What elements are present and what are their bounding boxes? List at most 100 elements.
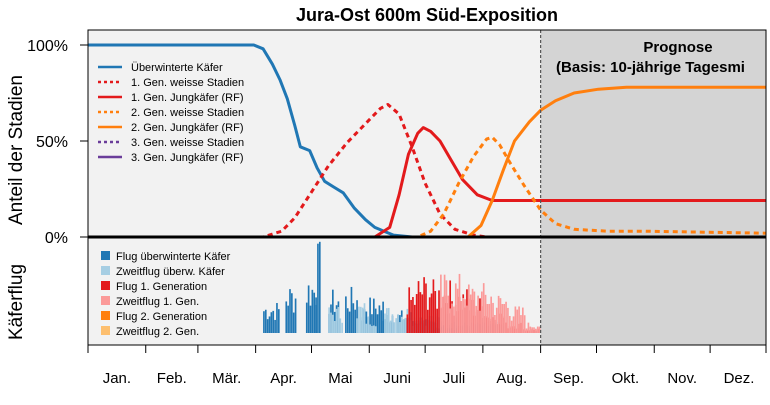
flight-bar [432,279,435,333]
flight-bar [361,307,364,333]
month-label: Aug. [496,370,527,387]
flight-bar [523,315,526,333]
flight-bar [449,308,452,333]
flight-bar [469,294,472,333]
flight-bar [386,308,388,333]
flight-bar [378,305,381,333]
flight-bar [274,319,276,333]
series-line [88,43,413,239]
series-line [88,126,766,239]
series-line [88,103,487,239]
month-label: Mai [328,370,352,387]
flight-bar [462,297,465,333]
flight-bar [413,304,416,333]
flight-bar [315,297,317,333]
flight-bar [467,284,470,333]
flight-bar [445,280,448,333]
month-label: Okt. [612,370,640,387]
legend-swatch [101,251,110,260]
month-label: Jan. [103,370,131,387]
flight-bar [399,322,401,333]
flight-bar [525,328,528,333]
legend-label: Flug überwinterte Käfer [116,251,231,263]
flight-bar [443,274,446,333]
flight-bar [371,314,373,333]
legend-label: 2. Gen. weisse Stadien [131,107,244,119]
flight-bar [518,306,520,333]
flight-bar [406,314,409,333]
flight-bar [460,300,463,333]
flight-bar [417,281,420,333]
flight-bar [404,317,407,333]
forecast-subtitle: (Basis: 10-jährige Tagesmi [556,59,745,76]
flight-bar [339,318,342,333]
legend-swatch [101,311,110,320]
month-label: Nov. [667,370,697,387]
y-tick-label: 100% [27,38,68,55]
flight-bar [507,307,509,333]
legend-label: 1. Gen. weisse Stadien [131,77,244,89]
flight-bar [512,316,515,333]
x-axis: Jan. Feb. Mär. Apr. Mai Juni Juli Aug. Sep. Okt. N… [87,345,767,387]
flight-bar [436,308,438,333]
flight-bar [449,280,452,333]
flight-bar [535,328,537,333]
flight-bar [291,293,293,333]
flight-bar [492,302,494,333]
flight-bar [440,274,442,333]
y-axis-label-flight: Käferflug [6,264,27,340]
flight-bar [382,320,384,333]
month-label: Feb. [157,370,187,387]
flight-bar [430,293,433,333]
flight-bar [272,310,275,333]
flight-bar [393,322,396,333]
flight-bar [538,326,541,333]
flight-bar [438,290,440,333]
flight-bar [307,285,310,333]
y-axis-label-stages: Anteil der Stadien [6,75,27,225]
flight-bar [475,305,478,333]
flight-bar [514,306,517,333]
flight-bar [276,303,278,333]
flight-bar [533,327,535,333]
flight-bar [332,289,334,333]
legend-flight: Flug überwinterte Käfer Zweitflug überw. … [101,251,231,338]
plot-frame [87,29,767,346]
flight-bar [397,314,399,333]
flight-bar [363,303,366,333]
flight-bar [520,315,522,333]
flight-bar [400,316,403,333]
flight-bar [427,309,429,333]
month-label: Apr. [270,370,297,387]
flight-bar [391,314,394,333]
flight-bar [471,288,474,333]
flight-bar [490,296,492,333]
flight-bar [499,298,502,333]
flight-bar [447,295,450,333]
flight-bar [365,323,368,333]
flight-bar [497,295,500,333]
flight-bar [479,310,481,333]
flight-bar [346,308,349,333]
legend-label: Zweitflug überw. Käfer [116,266,225,278]
flight-bar [328,307,330,333]
flight-bar [374,308,377,333]
legend-stages: Überwinterte Käfer 1. Gen. weisse Stadien… [98,62,244,164]
y-tick-label: 0% [45,230,68,247]
flight-bar [408,287,411,333]
flight-bar [434,291,437,333]
flight-bar [503,304,506,333]
flight-bar [345,296,347,333]
flight-bar [335,308,338,333]
flight-bar [508,315,511,333]
flight-bar [356,318,358,333]
flight-bar [289,289,291,333]
flight-bar [369,297,371,333]
month-label: Juni [383,370,411,387]
flight-bar [419,292,422,333]
flight-bar [454,283,457,333]
flight-bar [332,314,334,333]
flight-bar [415,294,418,333]
flight-bar [287,305,289,333]
legend-label: Zweitflug 1. Gen. [116,296,199,308]
